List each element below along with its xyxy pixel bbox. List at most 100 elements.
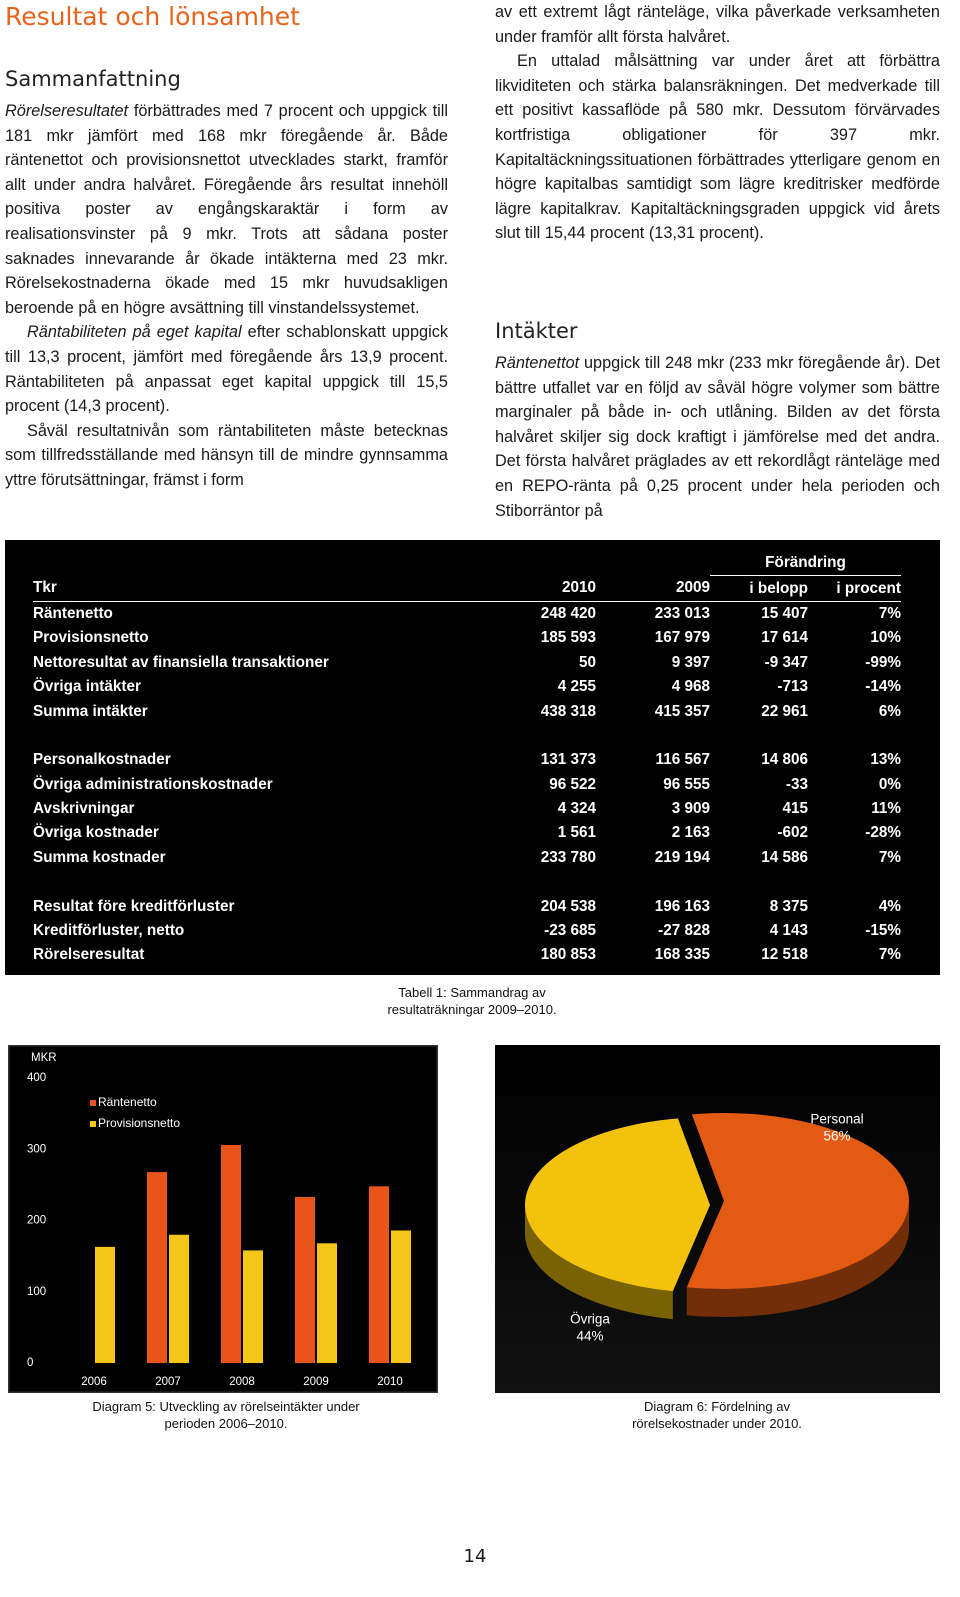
table-cell: 4 143 [769, 922, 808, 940]
x-tick-label: 2007 [155, 1376, 181, 1388]
slice-label: Övriga [570, 1312, 610, 1327]
column-header: Tkr [33, 575, 496, 602]
paragraph-text: efter schablonskatt uppgick till 13,3 pr… [5, 323, 448, 416]
row-label: Övriga intäkter [33, 678, 141, 696]
paragraph: En uttalad målsättning var under året at… [495, 49, 940, 246]
table-cell: 415 [782, 800, 808, 818]
table-cell: 7% [878, 604, 901, 622]
chart-caption: Diagram 5: Utveckling av rörelseintäkter… [92, 1399, 360, 1431]
bar [169, 1234, 189, 1363]
table-cell: 248 420 [540, 604, 596, 622]
paragraph-lead: Rörelseresultatet [5, 102, 129, 120]
spacer-row [33, 870, 901, 894]
table-cell: 233 013 [654, 604, 710, 622]
table-cell: 8 375 [769, 897, 808, 915]
y-tick-label: 200 [27, 1215, 46, 1227]
paragraph-text: förbättrades med 7 procent och uppgick t… [5, 102, 448, 317]
table-cell: -9 347 [764, 653, 808, 671]
table-row: Nettoresultat av finansiella transaktion… [33, 651, 901, 675]
paragraph: Räntabiliteten på eget kapital efter sch… [5, 320, 448, 418]
table-cell: 4 255 [557, 678, 596, 696]
table-cell: 9 397 [671, 653, 710, 671]
row-label: Räntenetto [33, 604, 113, 622]
row-label: Provisionsnetto [33, 629, 149, 647]
bar [147, 1172, 167, 1363]
table-cell: 3 909 [671, 800, 710, 818]
y-axis-title: MKR [31, 1052, 57, 1064]
bar [95, 1246, 115, 1363]
column-header: i belopp [710, 575, 808, 602]
table-cell: 4% [878, 897, 901, 915]
empty-cell [33, 724, 901, 748]
header-row: Förändring [33, 551, 901, 577]
table-panel: Förändring Tkr 2010 2009 i belopp i procent Rä… [5, 540, 940, 975]
paragraph: av ett extremt lågt ränteläge, vilka påv… [495, 0, 940, 49]
table-cell: 116 567 [655, 751, 710, 769]
paragraph-text: av ett extremt lågt ränteläge, vilka påv… [495, 3, 940, 46]
table-cell: -14% [865, 678, 901, 696]
empty-cell [33, 551, 496, 576]
bar [295, 1196, 315, 1363]
table-cell: 196 163 [654, 897, 710, 915]
table-cell: 219 194 [654, 848, 710, 866]
paragraph-text: uppgick till 248 mkr (233 mkr föregående… [495, 354, 940, 520]
table-cell: 17 614 [761, 629, 808, 647]
table-cell: 204 538 [540, 897, 596, 915]
page-number: 14 [463, 1546, 487, 1567]
table-cell: -15% [865, 922, 901, 940]
column-header: i procent [808, 575, 901, 602]
x-tick-label: 2006 [81, 1376, 107, 1388]
row-label: Övriga kostnader [33, 824, 159, 842]
table-cell: 168 335 [654, 946, 710, 964]
table-cell: 438 318 [540, 702, 596, 720]
slice-value-label: 44% [576, 1329, 603, 1344]
table-row: Summa kostnader 233 780 219 194 14 586 7% [33, 846, 901, 870]
slice-label: Personal [810, 1112, 863, 1127]
table-cell: -713 [777, 678, 808, 696]
paragraph-lead: Räntenettot [495, 354, 580, 372]
table-cell: 1 561 [557, 824, 596, 842]
legend-swatch [90, 1121, 96, 1127]
table-cell: -33 [785, 775, 808, 793]
row-label: Summa intäkter [33, 702, 148, 720]
row-label: Kreditförluster, netto [33, 922, 185, 940]
column-header-row: Tkr 2010 2009 i belopp i procent [33, 575, 901, 602]
table-row: Avskrivningar 4 324 3 909 415 11% [33, 797, 901, 821]
table-cell: 12 518 [761, 946, 808, 964]
row-label: Resultat före kreditförluster [33, 897, 235, 915]
x-tick-label: 2009 [303, 1376, 329, 1388]
table-cell: 185 593 [540, 629, 596, 647]
table-row: Personalkostnader 131 373 116 567 14 806 13% [33, 748, 901, 772]
table-cell: 233 780 [540, 848, 596, 866]
bar [391, 1230, 411, 1363]
table-cell: 2 163 [671, 824, 710, 842]
table-cell: 180 853 [540, 946, 596, 964]
table-cell: 10% [870, 629, 901, 647]
chart-caption: Diagram 6: Fördelning av rörelsekostnade… [632, 1399, 802, 1431]
table-row: Övriga kostnader 1 561 2 163 -602 -28% [33, 821, 901, 845]
paragraph-lead: Räntabiliteten på eget kapital [27, 323, 242, 342]
pie-slice [686, 1113, 909, 1289]
right-section: Intäkter Räntenettot uppgick till 248 mk… [495, 316, 940, 523]
table-cell: 13% [870, 751, 901, 769]
table-cell: 14 806 [761, 751, 808, 769]
table-cell: 6% [878, 702, 901, 720]
table-cell: -28% [865, 824, 901, 842]
table-row: Provisionsnetto 185 593 167 979 17 614 10% [33, 626, 901, 650]
table-row: Räntenetto 248 420 233 013 15 407 7% [33, 601, 901, 626]
table-cell: 14 586 [761, 848, 808, 866]
section-heading: Sammanfattning [5, 67, 181, 91]
table-cell: 22 961 [761, 702, 808, 720]
table-row: Rörelseresultat 180 853 168 335 12 518 7% [33, 943, 901, 967]
row-label: Avskrivningar [33, 800, 135, 818]
table-row: Summa intäkter 438 318 415 357 22 961 6% [33, 699, 901, 723]
empty-cell [496, 551, 596, 576]
table-cell: 11% [871, 800, 901, 818]
bar [317, 1243, 337, 1363]
legend-swatch [90, 1100, 96, 1106]
pie-side [686, 1201, 909, 1317]
right-column: av ett extremt lågt ränteläge, vilka påv… [495, 0, 940, 246]
slice-value-label: 56% [823, 1129, 850, 1144]
paragraph: Räntenettot uppgick till 248 mkr (233 mk… [495, 351, 940, 523]
table-cell: 167 979 [654, 629, 710, 647]
